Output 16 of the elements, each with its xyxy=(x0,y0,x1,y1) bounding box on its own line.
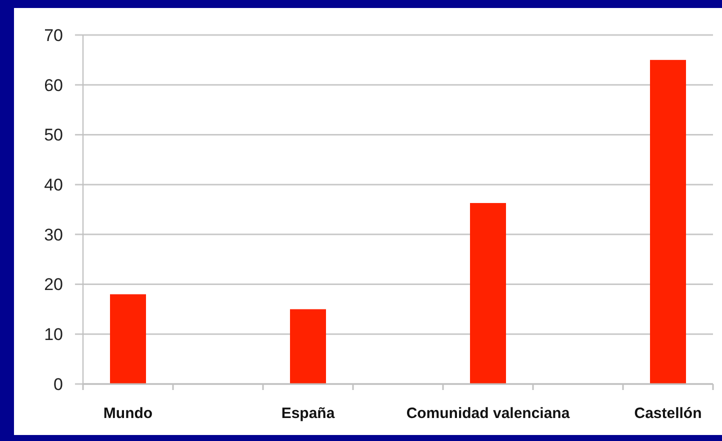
bar xyxy=(290,309,326,384)
y-tick-label: 20 xyxy=(44,275,63,294)
y-tick-label: 50 xyxy=(44,126,63,145)
y-tick-label: 30 xyxy=(44,225,63,244)
x-tick-label: Comunidad valenciana xyxy=(406,405,570,422)
y-tick-label: 70 xyxy=(44,26,63,45)
y-tick-label: 10 xyxy=(44,325,63,344)
bar xyxy=(470,203,506,384)
bar xyxy=(650,60,686,384)
x-tick-label: Mundo xyxy=(103,405,153,422)
x-tick-label: España xyxy=(281,405,336,422)
x-tick-label: Castellón xyxy=(634,405,702,422)
y-tick-label: 60 xyxy=(44,76,63,95)
y-tick-label: 40 xyxy=(44,176,63,195)
bar xyxy=(110,294,146,384)
y-tick-label: 0 xyxy=(54,374,63,394)
